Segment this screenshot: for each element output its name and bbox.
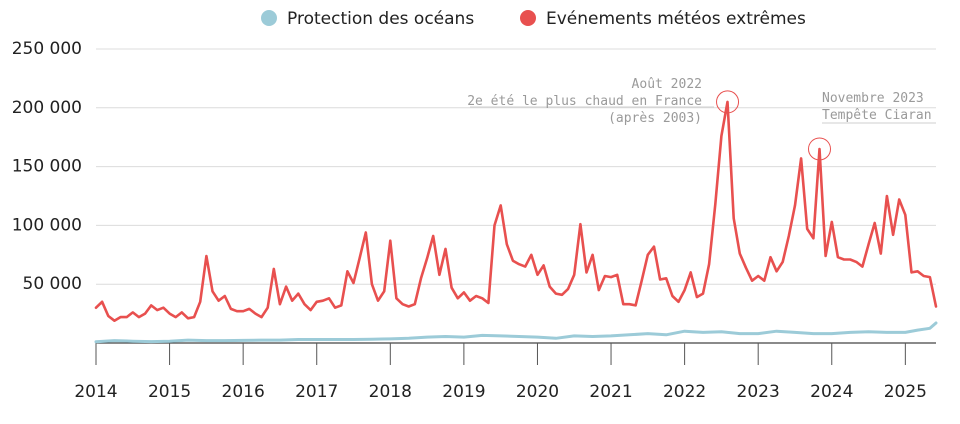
y-tick-label: 50 000 [23, 274, 82, 294]
x-tick-label: 2025 [884, 382, 927, 402]
annotation-text: Août 2022 [632, 77, 702, 92]
x-tick-label: 2015 [148, 382, 191, 402]
annotation-circle [808, 137, 832, 161]
x-tick-label: 2022 [663, 382, 706, 402]
series-lines [94, 100, 938, 344]
annotation-text: 2e été le plus chaud en France [467, 94, 702, 109]
y-tick-label: 150 000 [12, 157, 82, 177]
legend-swatch-oceans [261, 10, 277, 26]
x-tick-label: 2017 [295, 382, 338, 402]
legend-label-oceans: Protection des océans [287, 9, 474, 29]
y-tick-label: 200 000 [12, 98, 82, 118]
series-line-oceans [94, 321, 938, 344]
legend: Protection des océans Evénements météos … [261, 9, 806, 29]
x-tick-label: 2024 [810, 382, 853, 402]
x-tick-label: 2019 [442, 382, 485, 402]
y-tick-label: 250 000 [12, 39, 82, 59]
x-tick-label: 2021 [589, 382, 632, 402]
annotation-circle [716, 90, 740, 114]
annotation-text: (après 2003) [608, 111, 702, 126]
annotation-text: Tempête Ciaran [822, 108, 932, 123]
x-tick-label: 2014 [74, 382, 117, 402]
x-tick-label: 2023 [737, 382, 780, 402]
x-tick-label: 2016 [222, 382, 265, 402]
x-tick-label: 2018 [369, 382, 412, 402]
x-axis-ticks: 2014 2015 2016 2017 2018 2019 2020 2021 2022 2023… [74, 343, 927, 402]
annotations: Août 2022 2e été le plus chaud en France (… [467, 77, 936, 161]
y-axis-ticks: 50 000 100 000 150 000 200 000 250 000 [12, 39, 82, 294]
annotation-text: Novembre 2023 [822, 91, 924, 106]
legend-swatch-meteo [520, 10, 536, 26]
series-line-meteo [94, 100, 938, 322]
gridlines [96, 48, 936, 344]
legend-label-meteo: Evénements météos extrêmes [546, 9, 806, 29]
x-tick-label: 2020 [516, 382, 559, 402]
y-tick-label: 100 000 [12, 215, 82, 235]
